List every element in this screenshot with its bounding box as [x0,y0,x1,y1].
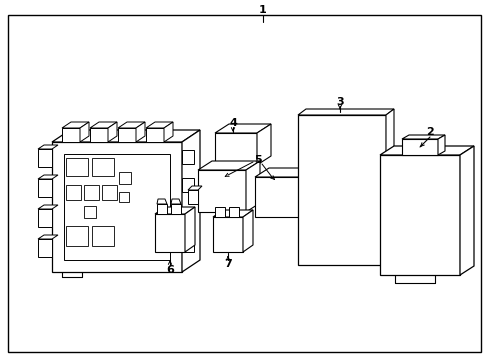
Polygon shape [385,109,393,265]
Bar [102,185,117,200]
Text: 4: 4 [228,118,237,128]
Polygon shape [379,155,459,275]
Bar [92,226,114,246]
Polygon shape [64,154,170,260]
Polygon shape [198,161,260,170]
Bar [66,185,81,200]
Polygon shape [401,139,437,155]
Text: 2: 2 [425,127,433,137]
Polygon shape [90,128,108,142]
Polygon shape [38,179,52,197]
Polygon shape [62,122,89,128]
Polygon shape [245,161,260,212]
Text: 3: 3 [336,97,343,107]
Polygon shape [38,205,58,209]
Polygon shape [254,168,312,177]
Polygon shape [187,190,198,204]
Polygon shape [52,142,182,272]
Polygon shape [155,207,195,214]
Bar [66,226,88,246]
Polygon shape [155,214,184,252]
Polygon shape [80,122,89,142]
Polygon shape [254,177,298,217]
Polygon shape [187,186,202,190]
Polygon shape [38,149,52,167]
Bar [84,185,99,200]
Polygon shape [38,209,52,227]
Polygon shape [38,145,58,149]
Polygon shape [437,135,444,155]
Bar [92,158,114,176]
Text: 6: 6 [166,265,174,275]
Polygon shape [171,199,181,204]
Polygon shape [182,150,194,164]
Polygon shape [184,207,195,252]
Polygon shape [298,168,312,217]
Polygon shape [38,239,52,257]
Polygon shape [163,122,173,142]
Polygon shape [459,146,473,275]
Polygon shape [401,135,444,139]
Polygon shape [213,217,243,252]
Polygon shape [157,199,167,204]
Text: 7: 7 [224,259,231,269]
Polygon shape [182,130,200,272]
Polygon shape [243,210,252,252]
Bar [66,158,88,176]
Polygon shape [257,124,270,165]
Polygon shape [215,207,224,217]
Polygon shape [38,235,58,239]
Text: 5: 5 [254,155,261,165]
Polygon shape [38,175,58,179]
Text: 1: 1 [259,5,266,15]
Polygon shape [118,128,136,142]
Polygon shape [157,204,167,214]
Polygon shape [182,178,194,192]
Polygon shape [146,122,173,128]
Polygon shape [379,146,473,155]
Polygon shape [213,210,252,217]
Polygon shape [182,238,194,252]
Bar [84,206,96,218]
Polygon shape [90,122,117,128]
Polygon shape [215,124,270,133]
Bar [119,192,129,202]
Polygon shape [52,130,200,142]
Bar [119,172,131,184]
Polygon shape [215,133,257,165]
Polygon shape [171,204,181,214]
Polygon shape [297,109,393,115]
Polygon shape [297,115,385,265]
Polygon shape [118,122,145,128]
Polygon shape [136,122,145,142]
Polygon shape [228,207,239,217]
Polygon shape [182,208,194,222]
Polygon shape [146,128,163,142]
Polygon shape [62,128,80,142]
Polygon shape [198,170,245,212]
Polygon shape [108,122,117,142]
